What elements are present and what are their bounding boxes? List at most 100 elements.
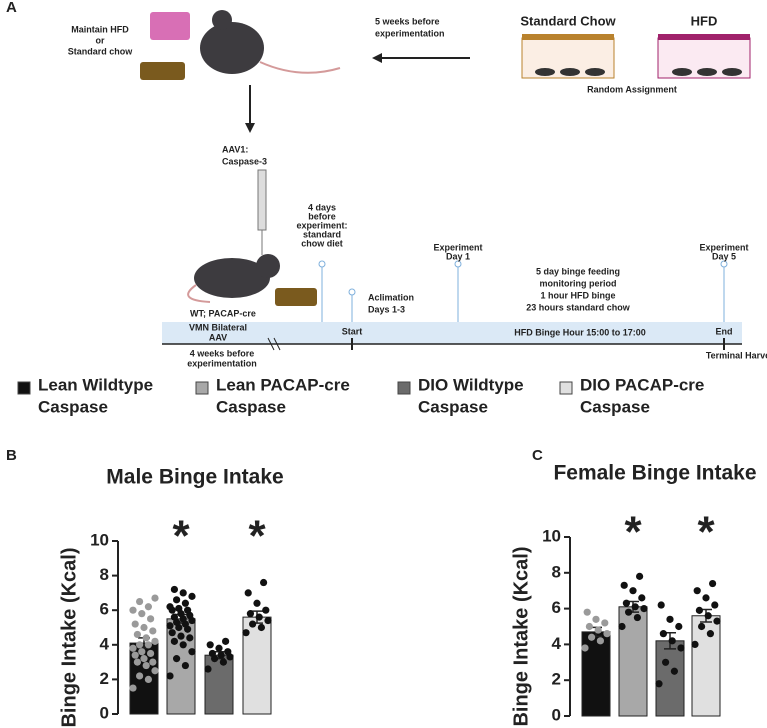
- data-point: [253, 599, 261, 607]
- diagram-text: Caspase-3: [222, 156, 267, 166]
- data-point: [173, 596, 181, 604]
- diagram-text: Maintain HFD: [71, 24, 129, 34]
- data-point: [166, 622, 174, 630]
- legend-entry: Lean PACAP-cre: [216, 375, 350, 394]
- data-point: [204, 665, 212, 673]
- data-point: [704, 612, 712, 620]
- data-point: [698, 622, 706, 631]
- diagram-text: Standard Chow: [520, 13, 616, 28]
- data-point: [257, 623, 265, 632]
- data-point: [594, 626, 602, 634]
- data-point: [592, 615, 600, 623]
- diagram-text: experiment:: [296, 220, 347, 230]
- data-point: [217, 651, 225, 659]
- legend-swatch: [17, 381, 31, 395]
- significance-marker: *: [697, 508, 715, 557]
- diagram-text: AAV: [209, 332, 227, 342]
- data-point: [173, 655, 181, 663]
- significance-marker: *: [248, 512, 266, 561]
- artwork: [140, 10, 751, 351]
- data-point: [219, 658, 227, 666]
- data-point: [659, 630, 668, 638]
- y-tick-label: 4: [552, 634, 562, 653]
- legend-entry: Caspase: [580, 397, 650, 416]
- data-point: [133, 658, 141, 666]
- data-point: [179, 641, 187, 649]
- bar: [204, 654, 234, 715]
- diagram-text: 1 hour HFD binge: [541, 290, 616, 300]
- data-point: [142, 634, 150, 642]
- diagram-text: Random Assignment: [587, 84, 677, 94]
- diagram-text: Day 5: [712, 251, 736, 261]
- data-point: [133, 630, 141, 639]
- data-point: [131, 651, 139, 659]
- diagram-text: Experiment: [433, 242, 482, 252]
- diagram-text: 4 weeks before: [190, 348, 255, 358]
- data-point: [170, 637, 178, 645]
- data-point: [668, 637, 676, 645]
- diagram-text: Standard chow: [68, 46, 134, 56]
- data-point: [620, 581, 628, 589]
- data-point: [129, 644, 137, 652]
- data-point: [629, 587, 637, 595]
- chart-title: Male Binge Intake: [106, 466, 283, 489]
- data-point: [151, 667, 159, 675]
- data-point: [140, 655, 148, 663]
- data-point: [242, 629, 250, 637]
- y-tick-label: 8: [552, 562, 561, 581]
- bar: [581, 631, 611, 717]
- data-point: [144, 603, 152, 611]
- data-point: [655, 680, 663, 688]
- data-point: [581, 644, 589, 652]
- data-point: [702, 594, 710, 602]
- data-point: [711, 601, 719, 609]
- data-point: [129, 606, 137, 614]
- diagram-text: chow diet: [301, 238, 343, 248]
- data-point: [640, 605, 648, 613]
- data-point: [264, 616, 272, 625]
- significance-marker: *: [172, 512, 190, 561]
- data-point: [188, 592, 196, 600]
- data-point: [136, 672, 144, 680]
- panel-label: C: [532, 447, 543, 464]
- data-point: [244, 589, 252, 597]
- legend-entry: DIO PACAP-cre: [580, 375, 704, 394]
- data-point: [666, 615, 674, 623]
- data-point: [149, 627, 157, 635]
- diagram-text: 5 day binge feeding: [536, 266, 620, 276]
- data-point: [166, 672, 174, 680]
- y-tick-label: 10: [90, 530, 109, 549]
- diagram-text: End: [716, 326, 733, 336]
- data-point: [588, 633, 596, 641]
- diagram-text: Terminal Harvest: [706, 350, 767, 360]
- data-point: [149, 658, 157, 666]
- data-point: [140, 623, 148, 632]
- data-point: [138, 648, 146, 656]
- data-point: [129, 684, 137, 692]
- panel-label: A: [6, 0, 17, 16]
- data-point: [151, 637, 159, 645]
- data-point: [144, 675, 152, 684]
- data-point: [670, 667, 679, 675]
- data-point: [181, 661, 189, 670]
- data-point: [585, 622, 594, 631]
- data-point: [131, 620, 139, 628]
- data-point: [179, 589, 187, 597]
- data-point: [625, 608, 633, 616]
- data-point: [166, 603, 174, 611]
- data-point: [175, 604, 183, 613]
- data-point: [181, 599, 189, 607]
- data-point: [631, 603, 639, 611]
- y-tick-label: 6: [100, 600, 109, 619]
- y-axis-label: Binge Intake (Kcal): [510, 546, 532, 726]
- legend-entry: Lean Wildtype: [38, 375, 153, 394]
- legend-swatch: [397, 381, 411, 395]
- data-point: [713, 617, 721, 625]
- diagram-text: experimentation: [187, 358, 257, 368]
- data-point: [136, 641, 144, 649]
- diagram-text: HFD Binge Hour 15:00 to 17:00: [514, 327, 646, 337]
- data-point: [262, 606, 270, 614]
- y-axis-label: Binge Intake (Kcal): [58, 547, 80, 727]
- data-point: [188, 648, 196, 656]
